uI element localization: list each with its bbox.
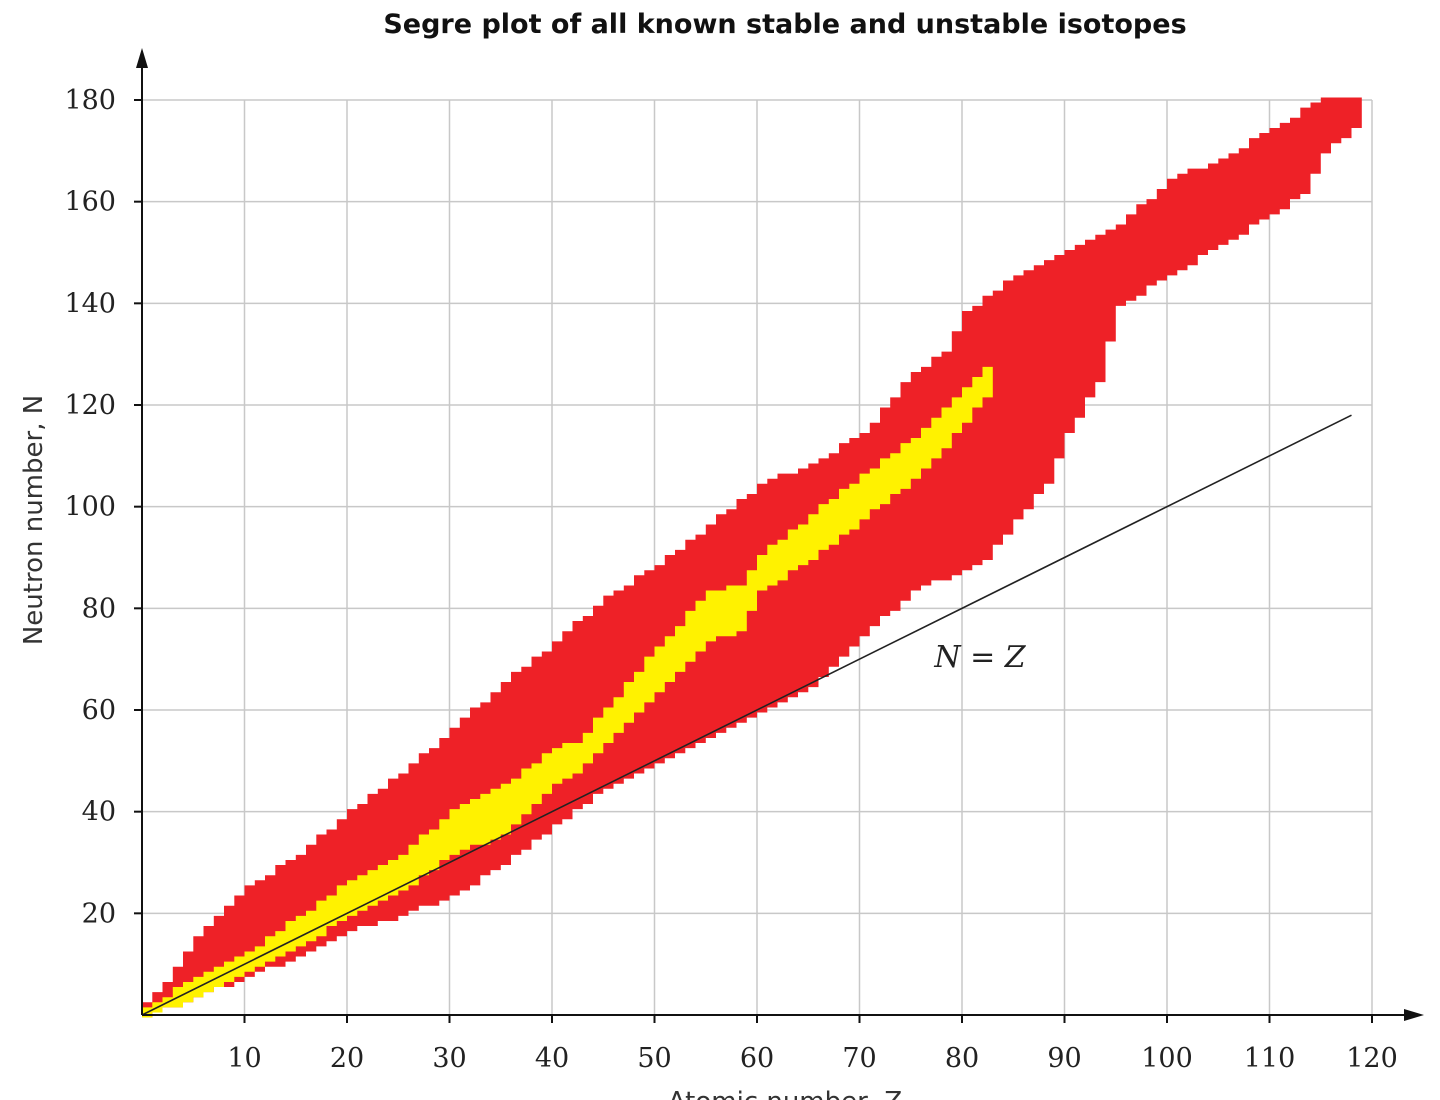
y-tick-label: 120 (64, 390, 116, 421)
tick-labels: 10 20 30 40 50 60 70 80 90 100 110 120 20 40 60 80 100 12… (64, 85, 1397, 1074)
x-axis-label: Atomic number, Z (668, 1087, 902, 1100)
y-tick-label: 140 (64, 288, 116, 319)
unstable-isotope-band (142, 97, 1362, 1018)
isotope-bands (142, 97, 1362, 1018)
y-tick-label: 60 (82, 695, 116, 726)
x-tick-label: 80 (945, 1043, 979, 1074)
x-tick-label: 70 (842, 1043, 876, 1074)
y-tick-label: 160 (64, 187, 116, 218)
y-tick-label: 40 (82, 797, 116, 828)
x-tick-label: 100 (1141, 1043, 1193, 1074)
x-tick-label: 30 (432, 1043, 466, 1074)
axes (134, 48, 1424, 1023)
y-axis-arrow-icon (136, 48, 148, 68)
x-tick-label: 50 (637, 1043, 671, 1074)
x-tick-label: 10 (227, 1043, 261, 1074)
y-tick-label: 180 (64, 85, 116, 116)
x-axis-arrow-icon (1404, 1009, 1424, 1021)
x-tick-label: 120 (1346, 1043, 1398, 1074)
reference-line-layer (141, 414, 1352, 1016)
x-tick-label: 20 (330, 1043, 364, 1074)
x-tick-label: 110 (1244, 1043, 1296, 1074)
n-equals-z-annotation: N = Z (933, 640, 1026, 675)
y-tick-label: 20 (82, 898, 116, 929)
y-tick-label: 100 (64, 492, 116, 523)
x-tick-label: 60 (740, 1043, 774, 1074)
x-tick-label: 90 (1047, 1043, 1081, 1074)
chart-title: Segre plot of all known stable and unsta… (383, 9, 1186, 40)
n-equals-z-line (141, 414, 1352, 1016)
y-axis-label: Neutron number, N (19, 395, 49, 645)
x-tick-label: 40 (535, 1043, 569, 1074)
y-tick-label: 80 (82, 593, 116, 624)
